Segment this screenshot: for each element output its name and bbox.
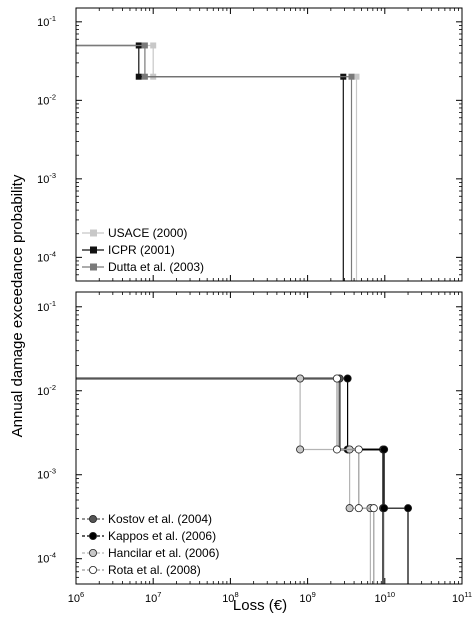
- plot-frame: [75, 7, 463, 282]
- x-tick-label: 109: [299, 590, 315, 605]
- legend-item: Dutta et al. (2003): [82, 260, 204, 274]
- x-tick-label: 107: [145, 590, 161, 605]
- legend-marker: [90, 229, 97, 237]
- plot-frame: [75, 291, 463, 585]
- data-point: [380, 504, 389, 513]
- x-tick-label: 1010: [375, 590, 396, 605]
- series-line-1: [347, 378, 409, 584]
- legend-item: Hancilar et al. (2006): [82, 546, 219, 560]
- data-point: [404, 504, 413, 513]
- legend-marker: [90, 263, 97, 271]
- data-point: [369, 504, 378, 513]
- data-point: [150, 42, 157, 49]
- data-point: [332, 374, 341, 383]
- data-point: [354, 504, 363, 513]
- data-point: [343, 374, 352, 383]
- legend-label: USACE (2000): [108, 226, 187, 240]
- panel-bottom: 10-4 10-3 10-2 10-1 Kostov et al. (2004) Kapp…: [37, 291, 472, 605]
- y-tick-label: 10-3: [37, 467, 56, 482]
- y-tick-label: 10-4: [37, 551, 56, 566]
- legend-marker: [89, 515, 98, 524]
- legend: Kostov et al. (2004) Kappos et al. (2006)…: [82, 512, 219, 577]
- data-point: [135, 73, 142, 80]
- data-point: [353, 73, 360, 80]
- legend-label: Kappos et al. (2006): [108, 529, 216, 543]
- legend-marker: [90, 246, 97, 254]
- x-tick-label: 1011: [452, 590, 472, 605]
- series-line-3: [336, 378, 375, 584]
- panel-top: 10-4 10-3 10-2 10-1 USACE (2000) ICPR (2001) D…: [37, 7, 463, 282]
- legend-marker: [89, 549, 98, 558]
- data-point: [141, 42, 148, 49]
- legend-label: Rota et al. (2008): [108, 563, 201, 577]
- legend-label: Dutta et al. (2003): [108, 260, 204, 274]
- y-tick-label: 10-2: [37, 92, 56, 107]
- series-line-2: [299, 378, 371, 584]
- data-point: [354, 445, 363, 454]
- data-point: [296, 374, 305, 383]
- y-axis-title: Annual damage exceedance probability: [9, 174, 26, 437]
- legend-label: Hancilar et al. (2006): [108, 546, 219, 560]
- series-layer: [76, 42, 360, 281]
- y-tick-label: 10-3: [37, 171, 56, 186]
- data-point: [141, 73, 148, 80]
- data-point: [332, 445, 341, 454]
- legend: USACE (2000) ICPR (2001) Dutta et al. (200…: [82, 226, 204, 274]
- y-tick-label: 10-1: [37, 14, 56, 29]
- x-axis-title: Loss (€): [233, 597, 287, 614]
- series-layer: [76, 374, 413, 584]
- y-tick-label: 10-2: [37, 383, 56, 398]
- legend-item: USACE (2000): [82, 226, 187, 240]
- y-tick-label: 10-1: [37, 299, 56, 314]
- legend-marker: [89, 566, 98, 575]
- plot-layer: 10-4 10-3 10-2 10-1 USACE (2000) ICPR (2001) D…: [37, 7, 472, 605]
- y-tick-label: 10-4: [37, 249, 56, 264]
- data-point: [380, 445, 389, 454]
- legend-item: Kappos et al. (2006): [82, 529, 216, 543]
- legend-label: ICPR (2001): [108, 243, 175, 257]
- legend-item: Rota et al. (2008): [82, 563, 201, 577]
- data-point: [348, 73, 355, 80]
- data-point: [296, 445, 305, 454]
- legend-item: ICPR (2001): [82, 243, 175, 257]
- legend-item: Kostov et al. (2004): [82, 512, 212, 526]
- legend-label: Kostov et al. (2004): [108, 512, 212, 526]
- data-point: [345, 504, 354, 513]
- x-tick-label: 106: [68, 590, 84, 605]
- legend-marker: [89, 532, 98, 541]
